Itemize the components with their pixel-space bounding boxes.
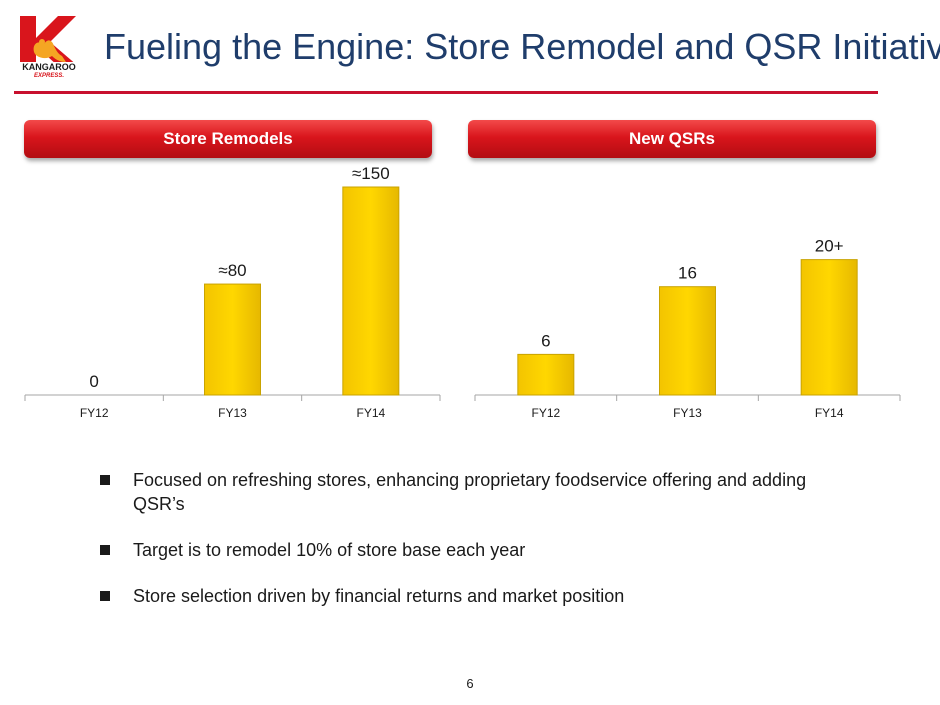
x-tick-label: FY12 bbox=[80, 406, 109, 420]
x-tick-label: FY14 bbox=[815, 406, 844, 420]
page-title: Fueling the Engine: Store Remodel and QS… bbox=[104, 26, 940, 67]
data-label: 6 bbox=[541, 331, 550, 350]
x-tick-label: FY13 bbox=[673, 406, 702, 420]
data-label: ≈150 bbox=[352, 164, 390, 183]
x-tick-label: FY13 bbox=[218, 406, 247, 420]
new-qsrs-header: New QSRs bbox=[468, 120, 876, 158]
page-number: 6 bbox=[466, 676, 474, 691]
bullet-text: Target is to remodel 10% of store base e… bbox=[133, 540, 526, 560]
store-remodels-header: Store Remodels bbox=[24, 120, 432, 158]
bullet-item: Focused on refreshing stores, enhancing … bbox=[100, 468, 820, 516]
bullet-item: Target is to remodel 10% of store base e… bbox=[100, 538, 820, 562]
data-label: 16 bbox=[678, 264, 697, 283]
title-divider bbox=[14, 91, 878, 94]
x-tick-label: FY14 bbox=[356, 406, 385, 420]
bar-fy14 bbox=[800, 259, 858, 396]
x-tick-label: FY12 bbox=[531, 406, 560, 420]
bullet-item: Store selection driven by financial retu… bbox=[100, 584, 820, 608]
data-label: ≈80 bbox=[218, 261, 246, 280]
data-label: 20+ bbox=[815, 237, 844, 256]
svg-text:EXPRESS.: EXPRESS. bbox=[34, 73, 64, 78]
store-remodels-chart: 0 FY12 ≈80 FY13 ≈150 FY14 bbox=[24, 164, 441, 420]
bar-fy14 bbox=[342, 186, 400, 396]
bullet-square-icon bbox=[100, 545, 110, 555]
bullet-text: Focused on refreshing stores, enhancing … bbox=[133, 470, 807, 514]
bar-fy12 bbox=[517, 353, 575, 396]
new-qsrs-chart: 6 FY12 16 FY13 20+ FY14 bbox=[474, 237, 901, 420]
bullet-list: Focused on refreshing stores, enhancing … bbox=[100, 468, 820, 630]
data-label: 0 bbox=[89, 372, 98, 391]
svg-text:KANGAROO: KANGAROO bbox=[22, 62, 76, 72]
bullet-square-icon bbox=[100, 475, 110, 485]
bar-fy13 bbox=[204, 283, 261, 396]
bullet-text: Store selection driven by financial retu… bbox=[133, 586, 625, 606]
bullet-square-icon bbox=[100, 591, 110, 601]
bar-fy13 bbox=[659, 286, 716, 396]
kangaroo-express-logo: KANGAROO EXPRESS. bbox=[14, 14, 84, 79]
